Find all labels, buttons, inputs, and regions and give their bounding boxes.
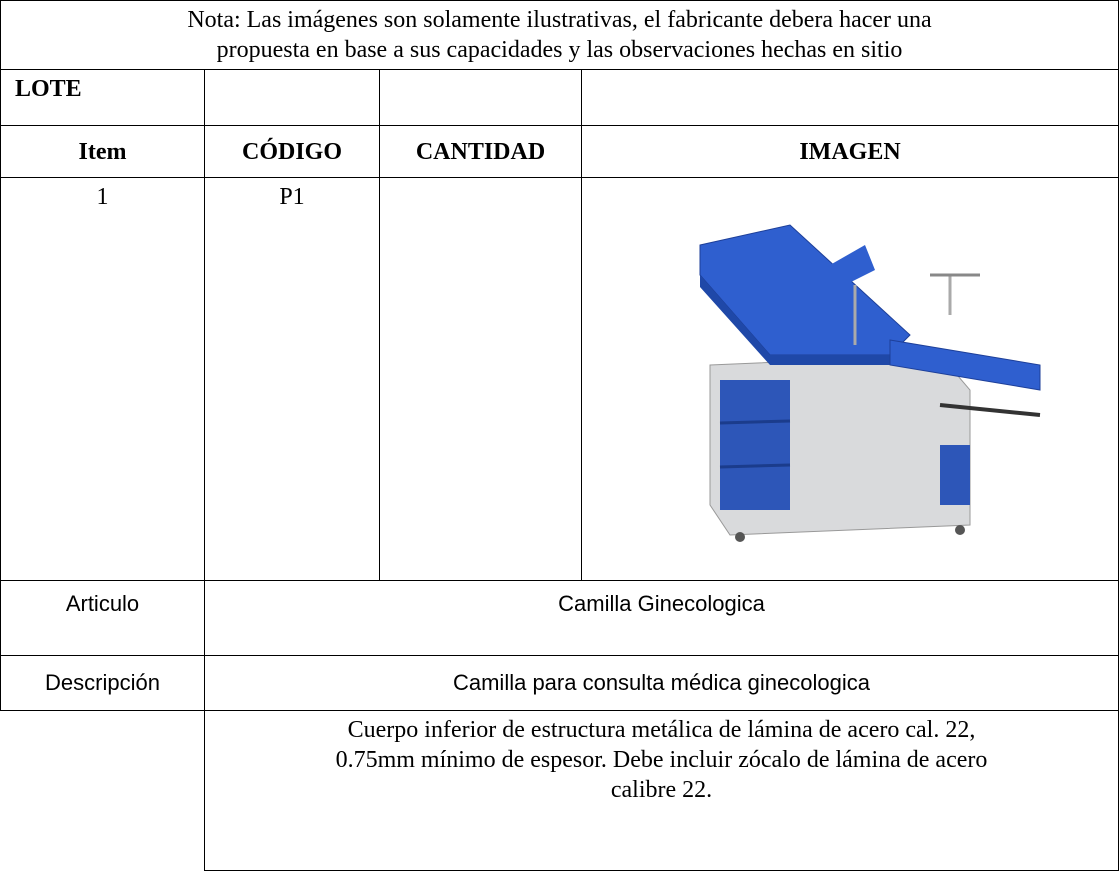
cell [379,69,582,126]
item-code: P1 [204,177,380,581]
header: CANTIDAD [379,125,582,178]
header: Item [0,125,205,178]
header: CÓDIGO [204,125,380,178]
detail-line: Cuerpo inferior de estructura metálica d… [347,717,976,743]
lote-label: LOTE [0,69,205,126]
note-line: Nota: Las imágenes son solamente ilustra… [187,7,932,33]
item-number: 1 [0,177,205,581]
stretcher-illustration [699,224,1041,542]
cell [379,177,582,581]
descripcion-value: Camilla para consulta médica ginecologic… [204,655,1119,711]
cell [0,710,205,871]
header: IMAGEN [581,125,1119,178]
detail-cell: Cuerpo inferior de estructura metálica d… [204,710,1119,871]
note-line: propuesta en base a sus capacidades y la… [216,37,903,63]
product-image [699,224,1041,542]
note-cell: Nota: Las imágenes son solamente ilustra… [0,0,1119,70]
cell [581,69,1119,126]
descripcion-label: Descripción [0,655,205,711]
cell [204,69,380,126]
image-cell [581,177,1119,581]
articulo-value: Camilla Ginecologica [204,580,1119,656]
detail-line: calibre 22. [610,777,713,803]
articulo-label: Articulo [0,580,205,656]
detail-line: 0.75mm mínimo de espesor. Debe incluir z… [335,747,988,773]
